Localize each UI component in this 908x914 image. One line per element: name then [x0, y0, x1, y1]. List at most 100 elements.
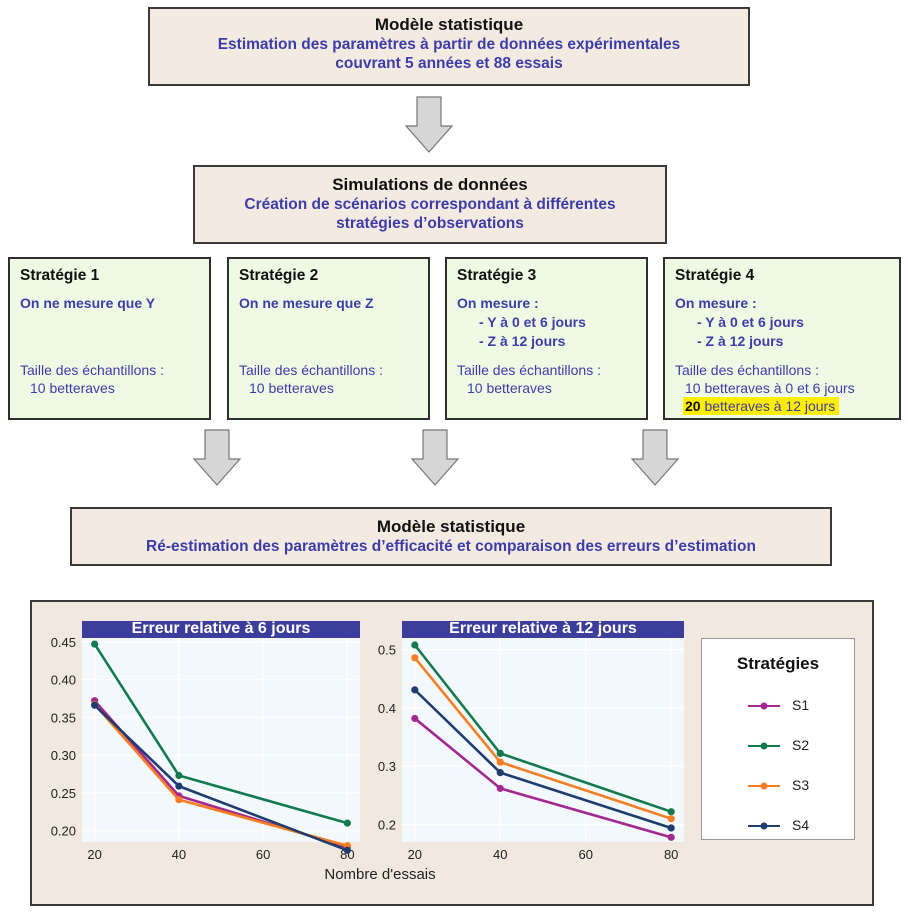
legend-label: S3: [792, 777, 810, 793]
x-tick-label: 40: [172, 847, 186, 862]
top-model-line2: couvrant 5 années et 88 essais: [335, 55, 563, 72]
bottom-model-box: Modèle statistique Ré-estimation des par…: [70, 507, 832, 566]
legend-swatch-s1: [748, 702, 780, 710]
x-tick-label: 40: [493, 847, 507, 862]
data-point-s4: [667, 824, 675, 832]
strategy-size-label: Taille des échantillons :: [675, 362, 819, 378]
strategy-measure: On ne mesure que Z: [239, 295, 374, 311]
strategy-title: Stratégie 2: [239, 267, 319, 284]
strategy-title: Stratégie 1: [20, 267, 100, 284]
data-point-s2: [343, 819, 351, 827]
strategy-3-box: Stratégie 3 On mesure : - Y à 0 et 6 jou…: [445, 257, 648, 420]
arrow-down-icon: [192, 429, 242, 486]
legend: Stratégies S1 S2 S3 S4: [701, 638, 855, 840]
strategy-title: Stratégie 3: [457, 267, 537, 284]
data-point-s1: [496, 784, 504, 792]
data-point-s4: [91, 701, 99, 709]
y-tick-label: 0.40: [51, 673, 76, 688]
chart-title: Erreur relative à 12 jours: [449, 620, 637, 637]
data-point-s2: [411, 641, 419, 649]
data-point-s2: [91, 640, 99, 648]
legend-item-s4: S4: [746, 817, 836, 833]
y-tick-label: 0.20: [51, 824, 76, 839]
y-tick-label: 0.2: [378, 818, 396, 833]
strategy-measure-1: - Y à 0 et 6 jours: [479, 314, 586, 330]
y-tick-label: 0.3: [378, 759, 396, 774]
strategy-2-box: Stratégie 2 On ne mesure que Z Taille de…: [227, 257, 430, 420]
chart-title-strip: [402, 621, 684, 638]
data-point-s2: [496, 749, 504, 758]
y-tick-label: 0.35: [51, 710, 76, 725]
y-tick-label: 0.45: [51, 635, 76, 650]
legend-label: S4: [792, 817, 810, 833]
x-tick-label: 80: [664, 847, 678, 862]
legend-title: Stratégies: [736, 654, 820, 673]
strategy-size-highlight: 20 betteraves à 12 jours: [675, 397, 889, 415]
data-point-s1: [667, 833, 675, 841]
arrow-down-icon: [630, 429, 680, 486]
data-point-s3: [411, 654, 419, 662]
data-point-s2: [175, 771, 183, 780]
strategy-size: 10 betteraves: [467, 380, 552, 396]
strategy-measure-2: - Z à 12 jours: [479, 333, 566, 349]
chart-title-strip: [82, 621, 360, 638]
chart-12-days: Erreur relative à 12 jours 0.2 0.3 0.4 0.5 20…: [378, 620, 684, 862]
simulation-line2: stratégies d’observations: [336, 215, 524, 232]
simulation-title: Simulations de données: [332, 175, 528, 194]
strategy-measure: On mesure :: [675, 295, 757, 311]
legend-item-s1: S1: [746, 697, 836, 713]
simulation-line1: Création de scénarios correspondant à di…: [244, 196, 616, 213]
legend-swatch-s3: [748, 782, 780, 790]
x-tick-label: 60: [578, 847, 592, 862]
highlight-number: 20: [685, 398, 701, 414]
x-tick-label: 20: [87, 847, 101, 862]
strategy-title: Stratégie 4: [675, 267, 755, 284]
arrow-down-icon: [410, 429, 460, 486]
strategy-measure: On mesure :: [457, 295, 539, 311]
strategy-size: 10 betteraves à 0 et 6 jours: [685, 380, 855, 396]
data-point-s3: [175, 796, 183, 804]
y-tick-label: 0.30: [51, 748, 76, 763]
arrow-down-icon: [404, 96, 454, 153]
bottom-model-title: Modèle statistique: [376, 517, 526, 536]
legend-label: S1: [792, 697, 810, 713]
legend-item-s3: S3: [746, 777, 836, 793]
x-tick-label: 60: [256, 847, 270, 862]
x-tick-label: 80: [340, 847, 354, 862]
strategy-size: 10 betteraves: [30, 380, 115, 396]
strategy-measure-1: - Y à 0 et 6 jours: [697, 314, 804, 330]
strategy-4-box: Stratégie 4 On mesure : - Y à 0 et 6 jou…: [663, 257, 901, 420]
data-point-s1: [411, 714, 419, 723]
legend-label: S2: [792, 737, 810, 753]
top-model-title: Modèle statistique: [374, 15, 524, 34]
data-point-s4: [343, 846, 351, 854]
data-point-s4: [175, 782, 183, 790]
strategy-size: 10 betteraves: [249, 380, 334, 396]
data-point-s3: [667, 815, 675, 823]
bottom-model-line1: Ré-estimation des paramètres d’efficacit…: [146, 538, 756, 555]
y-tick-label: 0.4: [378, 701, 396, 716]
plot-background: [402, 638, 684, 842]
data-point-s4: [496, 769, 504, 777]
chart-title: Erreur relative à 6 jours: [132, 620, 311, 637]
y-tick-label: 0.25: [51, 786, 76, 801]
strategy-size-label: Taille des échantillons :: [20, 362, 164, 378]
data-point-s3: [496, 758, 504, 766]
y-tick-label: 0.5: [378, 643, 396, 658]
strategy-size-label: Taille des échantillons :: [457, 362, 601, 378]
strategy-measure-2: - Z à 12 jours: [697, 333, 784, 349]
simulation-box: Simulations de données Création de scéna…: [193, 165, 667, 244]
x-tick-label: 20: [408, 847, 422, 862]
strategy-measure: On ne mesure que Y: [20, 295, 156, 311]
chart-6-days: Erreur relative à 6 jours 0.20 0.25 0.30 0.3…: [51, 620, 360, 862]
data-point-s4: [411, 686, 419, 694]
strategy-1-box: Stratégie 1 On ne mesure que Y Taille de…: [8, 257, 211, 420]
legend-swatch-s4: [748, 822, 780, 830]
legend-item-s2: S2: [746, 737, 836, 753]
highlight-text: betteraves à 12 jours: [700, 398, 836, 414]
top-model-box: Modèle statistique Estimation des paramè…: [148, 7, 750, 86]
legend-swatch-s2: [748, 742, 780, 750]
x-axis-label: Nombre d'essais: [324, 866, 436, 883]
strategy-size-label: Taille des échantillons :: [239, 362, 383, 378]
data-point-s2: [667, 808, 675, 816]
